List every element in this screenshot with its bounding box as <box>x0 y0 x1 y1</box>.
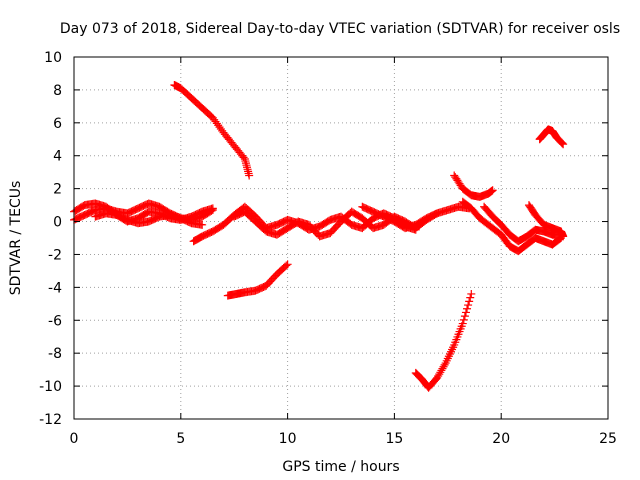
x-tick-label: 0 <box>70 431 79 447</box>
data-point <box>557 138 566 147</box>
data-point <box>559 232 568 241</box>
series-arc-7 <box>358 202 474 233</box>
series-arc-13 <box>524 201 568 241</box>
plot-marks <box>70 80 568 392</box>
data-point <box>440 360 449 369</box>
data-point <box>464 301 473 310</box>
data-point <box>245 171 254 180</box>
series-arc-4 <box>170 80 254 180</box>
data-point <box>208 206 217 215</box>
grid-lines <box>74 57 608 419</box>
y-tick-label: -4 <box>48 280 62 296</box>
y-tick-label: -2 <box>48 247 62 263</box>
data-point <box>559 140 568 149</box>
series-arc-9 <box>411 289 476 392</box>
y-tick-label: -6 <box>48 313 62 329</box>
y-axis-label: SDTVAR / TECUs <box>8 181 24 296</box>
y-tick-label: 4 <box>53 149 62 165</box>
series-arc-12 <box>480 202 566 246</box>
data-point <box>458 319 467 328</box>
data-point <box>198 220 207 229</box>
data-point <box>463 304 472 313</box>
data-point <box>283 260 292 269</box>
x-axis-label: GPS time / hours <box>282 459 399 475</box>
series-arc-8 <box>223 260 292 300</box>
data-point <box>465 297 474 306</box>
y-tick-label: 6 <box>53 116 62 132</box>
y-tick-label: -12 <box>39 412 62 428</box>
x-tick-label: 10 <box>279 431 297 447</box>
y-tick-label: 2 <box>53 182 62 198</box>
data-point <box>558 139 567 148</box>
x-tick-label: 20 <box>492 431 510 447</box>
y-tick-label: 8 <box>53 83 62 99</box>
data-point <box>488 186 497 195</box>
series-arc-3 <box>91 209 207 229</box>
data-point <box>461 308 470 317</box>
x-tick-label: 25 <box>599 431 617 447</box>
data-point <box>239 153 248 162</box>
series-arc-14 <box>535 125 568 149</box>
data-point <box>207 206 216 215</box>
data-point <box>460 312 469 321</box>
data-point <box>459 315 468 324</box>
data-point <box>467 289 476 298</box>
y-tick-label: -10 <box>39 379 62 395</box>
y-tick-label: -8 <box>48 346 62 362</box>
x-tick-label: 5 <box>176 431 185 447</box>
axis-ticks: 0 5 10 15 20 25 -12 -10 -8 -6 -4 -2 0 2 4 6 8 10 <box>39 50 617 447</box>
y-tick-label: 10 <box>44 50 62 66</box>
y-tick-label: 0 <box>53 215 62 231</box>
plot-frame <box>73 56 609 420</box>
series-arc-11 <box>458 197 566 256</box>
data-point <box>466 293 475 302</box>
x-tick-label: 15 <box>385 431 403 447</box>
data-point <box>282 261 291 270</box>
chart-title: Day 073 of 2018, Sidereal Day-to-day VTE… <box>60 21 620 37</box>
series-arc-10 <box>450 171 497 201</box>
